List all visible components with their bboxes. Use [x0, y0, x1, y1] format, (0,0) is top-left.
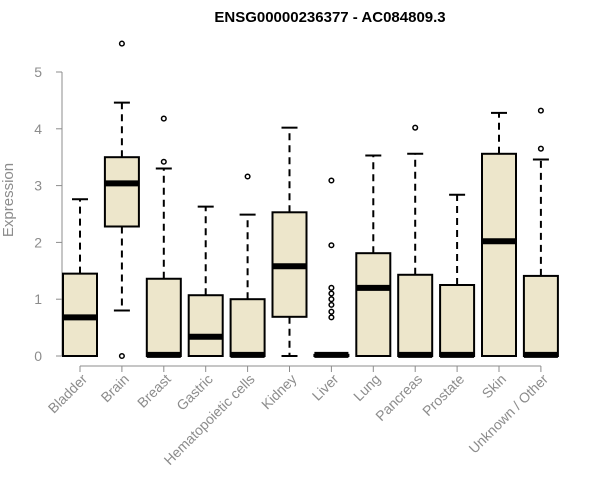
outlier-point: [412, 124, 419, 131]
x-tick-label: Pancreas: [372, 371, 425, 424]
outlier-point: [328, 314, 335, 321]
box: [187, 294, 224, 357]
box: [355, 252, 392, 357]
box-group: [145, 115, 182, 358]
outlier-point: [118, 40, 125, 47]
outlier-point: [118, 352, 125, 360]
box-group: [229, 173, 266, 358]
outlier-point: [244, 173, 251, 180]
chart-title: ENSG00000236377 - AC084809.3: [214, 9, 445, 26]
outlier-point: [160, 158, 167, 165]
box-group: [522, 107, 559, 358]
outlier-point: [328, 308, 335, 315]
box: [397, 273, 434, 357]
box-series: [62, 40, 559, 360]
outlier-point: [328, 301, 335, 308]
x-tick-label: Breast: [134, 371, 174, 411]
x-tick-label: Prostate: [419, 371, 467, 419]
x-tick-label: Kidney: [258, 371, 300, 413]
box-group: [397, 124, 434, 358]
outlier-point: [160, 115, 167, 122]
y-axis-label: Expression: [0, 163, 17, 237]
box-group: [271, 126, 308, 357]
x-tick-label: Bladder: [45, 371, 91, 417]
outlier-point: [328, 284, 335, 291]
outlier-point: [537, 107, 544, 114]
outlier-point: [328, 296, 335, 303]
y-tick-label: 4: [34, 121, 42, 137]
box: [229, 298, 266, 358]
y-tick-label: 5: [34, 64, 42, 80]
x-tick-label: Lung: [350, 371, 383, 404]
y-tick-label: 2: [34, 234, 42, 250]
x-tick-label: Skin: [479, 371, 510, 402]
box: [103, 156, 140, 228]
box-group: [439, 193, 476, 358]
box: [439, 284, 476, 357]
box-group: [355, 154, 392, 357]
y-tick-label: 0: [34, 348, 42, 364]
outlier-point: [328, 242, 335, 249]
box-group: [481, 111, 517, 357]
outlier-point: [537, 145, 544, 152]
x-tick-label: Liver: [309, 371, 342, 404]
box: [145, 277, 182, 358]
y-axis: 0 1 2 3 4 5: [34, 64, 63, 364]
box: [522, 274, 559, 357]
x-tick-label: Brain: [98, 371, 132, 405]
box-group: [313, 177, 350, 358]
y-tick-label: 1: [34, 291, 42, 307]
box: [481, 152, 517, 357]
outlier-point: [328, 177, 335, 184]
box-group: [187, 205, 224, 357]
box-group: [103, 40, 140, 360]
outlier-point: [328, 290, 335, 297]
box-group: [62, 198, 98, 358]
y-tick-label: 3: [34, 178, 42, 194]
x-tick-label: Unknown / Other: [465, 371, 551, 457]
